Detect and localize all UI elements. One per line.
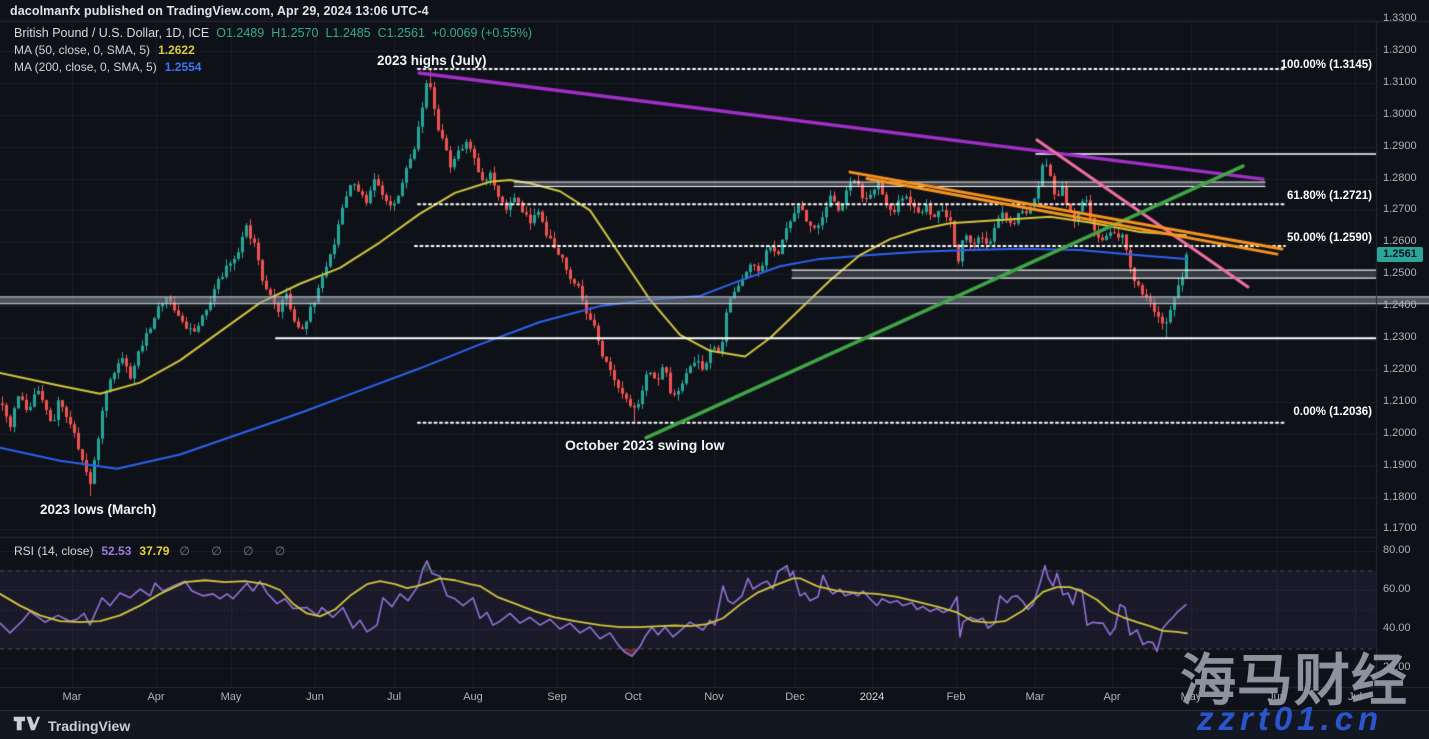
price-tick-label: 1.1700 bbox=[1383, 522, 1417, 535]
rsi-label: RSI (14, close) bbox=[14, 544, 94, 558]
price-tick-label: 1.2400 bbox=[1383, 299, 1417, 312]
published-line: dacolmanfx published on TradingView.com,… bbox=[10, 4, 429, 18]
fib-level-label[interactable]: 50.00% (1.2590) bbox=[1286, 232, 1372, 244]
rsi-tick-label: 60.00 bbox=[1383, 583, 1411, 595]
watermark-chinese: 海马财经 bbox=[1180, 649, 1408, 712]
ma50-label: MA (50, close, 0, SMA, 5) bbox=[14, 43, 151, 57]
time-tick-label: Nov bbox=[704, 691, 724, 703]
price-tick-label: 1.3300 bbox=[1383, 12, 1417, 24]
open-value: O1.2489 bbox=[216, 26, 265, 40]
time-tick-label: May bbox=[220, 691, 242, 703]
time-axis[interactable] bbox=[0, 687, 1376, 710]
annotation-2023-highs: 2023 highs (July) bbox=[377, 53, 487, 68]
watermark-url: zzrt01.cn bbox=[1197, 700, 1384, 737]
close-value: C1.2561 bbox=[377, 26, 425, 40]
rsi-ma-value: 37.79 bbox=[139, 544, 170, 558]
rsi-value: 52.53 bbox=[101, 544, 132, 558]
time-tick-label: Apr bbox=[1103, 691, 1121, 703]
price-tick-label: 1.1800 bbox=[1383, 490, 1417, 503]
time-tick-label: Aug bbox=[463, 691, 483, 703]
ma50-legend[interactable]: MA (50, close, 0, SMA, 5) 1.2622 bbox=[14, 43, 195, 57]
price-tick-label: 1.3200 bbox=[1383, 43, 1417, 56]
time-tick-label: Sep bbox=[547, 691, 567, 703]
time-tick-label: Apr bbox=[147, 691, 165, 703]
price-tick-label: 1.2300 bbox=[1383, 331, 1417, 343]
ma200-label: MA (200, close, 0, SMA, 5) bbox=[14, 60, 157, 74]
price-tick-label: 1.1900 bbox=[1383, 458, 1417, 471]
symbol-title: British Pound / U.S. Dollar, 1D, ICE bbox=[14, 26, 210, 40]
time-tick-label: May bbox=[1180, 691, 1202, 703]
price-tick-label: 1.2200 bbox=[1383, 362, 1417, 375]
symbol-legend[interactable]: British Pound / U.S. Dollar, 1D, ICE O1.2… bbox=[14, 26, 532, 40]
time-tick-label: Oct bbox=[624, 691, 642, 703]
time-tick-label: Jun bbox=[306, 691, 324, 703]
price-tick-label: 1.3100 bbox=[1383, 75, 1417, 88]
ma200-legend[interactable]: MA (200, close, 0, SMA, 5) 1.2554 bbox=[14, 60, 201, 74]
fib-level-label[interactable]: 61.80% (1.2721) bbox=[1286, 190, 1372, 202]
change-value: +0.0069 (+0.55%) bbox=[431, 26, 532, 40]
price-tick-label: 1.3000 bbox=[1383, 107, 1417, 120]
time-tick-label: Dec bbox=[785, 691, 805, 703]
price-tick-label: 1.2600 bbox=[1383, 235, 1417, 248]
time-tick-label: Mar bbox=[1025, 691, 1045, 703]
ma200-value: 1.2554 bbox=[164, 60, 202, 74]
footer-bar: TradingView bbox=[0, 710, 1429, 739]
annotation-october-swing-low: October 2023 swing low bbox=[565, 437, 725, 453]
low-value: L1.2485 bbox=[325, 26, 371, 40]
price-tick-label: 1.2000 bbox=[1383, 426, 1417, 439]
time-tick-label: Jun bbox=[1268, 691, 1286, 703]
time-tick-label: Jul bbox=[386, 691, 402, 703]
tradingview-logo-text[interactable]: TradingView bbox=[48, 717, 131, 734]
time-tick-label: Feb bbox=[946, 691, 966, 703]
rsi-tick-label: 80.00 bbox=[1383, 544, 1411, 556]
price-tick-label: 1.2500 bbox=[1383, 267, 1417, 280]
high-value: H1.2570 bbox=[271, 26, 319, 40]
rsi-legend[interactable]: RSI (14, close) 52.53 37.79 ∅ ∅ ∅ ∅ bbox=[14, 544, 294, 558]
rsi-tick-label: 20.00 bbox=[1383, 661, 1411, 673]
time-tick-label: 2024 bbox=[859, 691, 885, 703]
time-tick-label: Jul bbox=[1347, 691, 1363, 703]
price-tick-label: 1.2100 bbox=[1383, 394, 1417, 407]
last-price-badge: 1.2561 bbox=[1377, 247, 1423, 262]
price-tick-label: 1.2700 bbox=[1383, 203, 1417, 216]
fib-level-label[interactable]: 100.00% (1.3145) bbox=[1280, 59, 1372, 71]
rsi-tick-label: 40.00 bbox=[1383, 622, 1411, 634]
annotation-2023-lows: 2023 lows (March) bbox=[40, 502, 157, 517]
price-tick-label: 1.2900 bbox=[1383, 139, 1417, 152]
fib-level-label[interactable]: 0.00% (1.2036) bbox=[1293, 406, 1372, 418]
ma50-value: 1.2622 bbox=[158, 43, 195, 57]
tradingview-logo-icon[interactable] bbox=[13, 716, 40, 736]
rsi-empty-params: ∅ ∅ ∅ ∅ bbox=[179, 544, 295, 558]
price-tick-label: 1.2800 bbox=[1383, 171, 1417, 184]
time-tick-label: Mar bbox=[62, 691, 82, 703]
